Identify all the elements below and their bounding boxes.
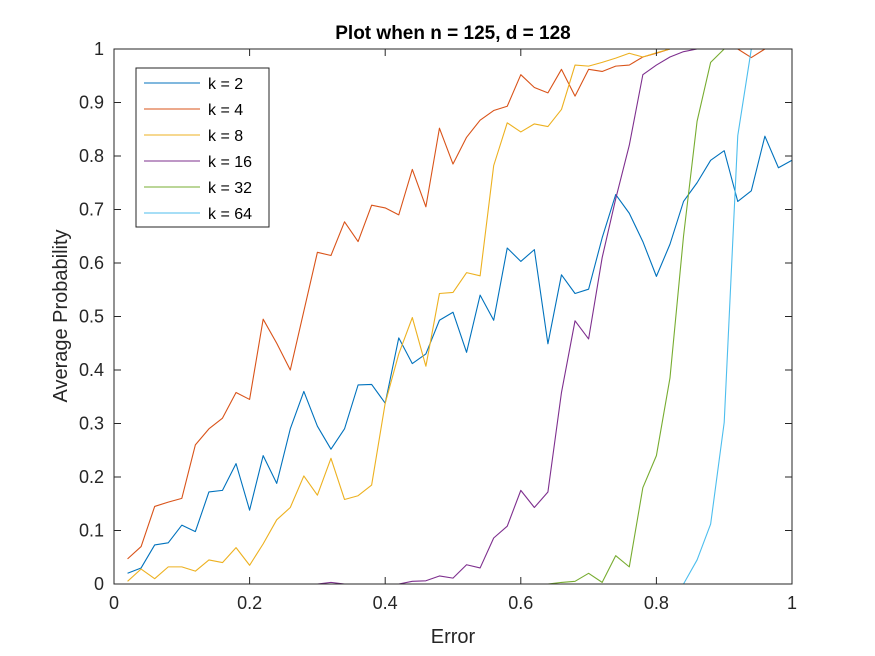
legend-label-5: k = 32 <box>208 180 252 197</box>
y-tick-label: 0 <box>94 574 104 594</box>
x-tick-label: 1 <box>787 593 797 613</box>
x-tick-label: 0.2 <box>237 593 262 613</box>
legend: k = 2 k = 4 k = 8 k = 16 k = 32 k = 64 <box>135 67 270 228</box>
x-axis-label: Error <box>431 626 476 648</box>
y-axis-label: Average Probability <box>50 229 72 402</box>
legend-box <box>135 67 270 228</box>
y-tick-label: 1 <box>94 39 104 59</box>
y-tick-label: 0.6 <box>79 253 104 273</box>
legend-label-6: k = 64 <box>208 206 252 223</box>
x-tick-label: 0.4 <box>373 593 398 613</box>
series-line-1 <box>127 135 793 574</box>
legend-label-4: k = 16 <box>208 154 252 171</box>
chart-title: Plot when n = 125, d = 128 <box>335 23 570 44</box>
y-tick-label: 0.9 <box>79 93 104 113</box>
y-tick-label: 0.4 <box>79 360 104 380</box>
y-tick-label: 0.2 <box>79 467 104 487</box>
y-tick-label: 0.8 <box>79 146 104 166</box>
x-tick-label: 0 <box>109 593 119 613</box>
y-tick-label: 0.5 <box>79 307 104 327</box>
x-tick-label: 0.6 <box>508 593 533 613</box>
legend-label-3: k = 8 <box>208 128 243 145</box>
legend-label-2: k = 4 <box>208 102 243 119</box>
x-tick-label: 0.8 <box>644 593 669 613</box>
y-tick-label: 0.3 <box>79 414 104 434</box>
y-tick-label: 0.7 <box>79 200 104 220</box>
legend-label-1: k = 2 <box>208 76 243 93</box>
y-tick-label: 0.1 <box>79 521 104 541</box>
axes-layer: 0 0.2 0.4 0.6 0.8 1 0 0.1 0.2 0.3 0.4 0.5 0.6 0.7 0.8 0… <box>79 39 797 613</box>
